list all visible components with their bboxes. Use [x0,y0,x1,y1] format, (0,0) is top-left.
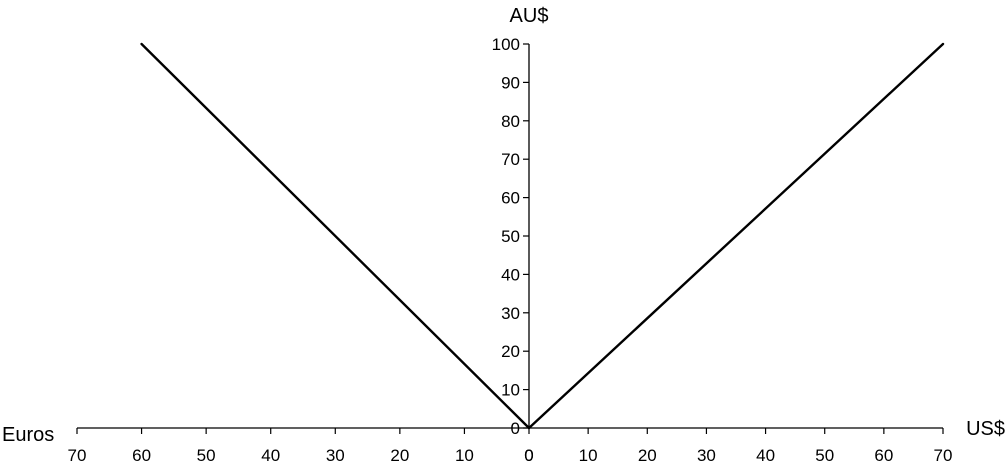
y-tick-label: 60 [501,189,520,208]
y-tick-label: 20 [501,342,520,361]
x-tick-label-right: 10 [579,446,598,465]
x-tick-label-right: 60 [874,446,893,465]
x-tick-label-left: 30 [326,446,345,465]
x-tick-label-right: 70 [934,446,953,465]
x-tick-label-left: 10 [455,446,474,465]
y-tick-label: 0 [511,419,520,438]
x-tick-label-left: 50 [197,446,216,465]
x-axis-title-right: US$ [966,418,1005,440]
x-tick-label-right: 30 [697,446,716,465]
axes-layer [76,43,944,434]
x-tick-label-left: 40 [261,446,280,465]
y-tick-label: 80 [501,112,520,131]
y-tick-label: 70 [501,150,520,169]
y-tick-label: 30 [501,304,520,323]
x-tick-label-left: 0 [524,446,533,465]
x-tick-label-right: 50 [815,446,834,465]
y-axis-title: AU$ [510,5,549,27]
y-tick-label: 90 [501,73,520,92]
series-line-left [140,42,531,430]
y-tick-label: 40 [501,265,520,284]
x-tick-label-left: 60 [132,446,151,465]
y-tick-label: 50 [501,227,520,246]
labels-layer: AU$ Euros US$ 70 60 50 40 30 20 10 00 10 20 30 40 50… [2,5,1005,465]
x-tick-label-right: 40 [756,446,775,465]
y-tick-label: 100 [492,35,520,54]
series-layer [140,42,945,430]
series-line-right [527,42,945,430]
x-tick-label-left: 70 [68,446,87,465]
x-tick-label-right: 0 [524,446,533,465]
x-tick-label-right: 20 [638,446,657,465]
y-tick-label: 10 [501,381,520,400]
x-axis-title-left: Euros [2,424,54,446]
x-tick-label-left: 20 [390,446,409,465]
